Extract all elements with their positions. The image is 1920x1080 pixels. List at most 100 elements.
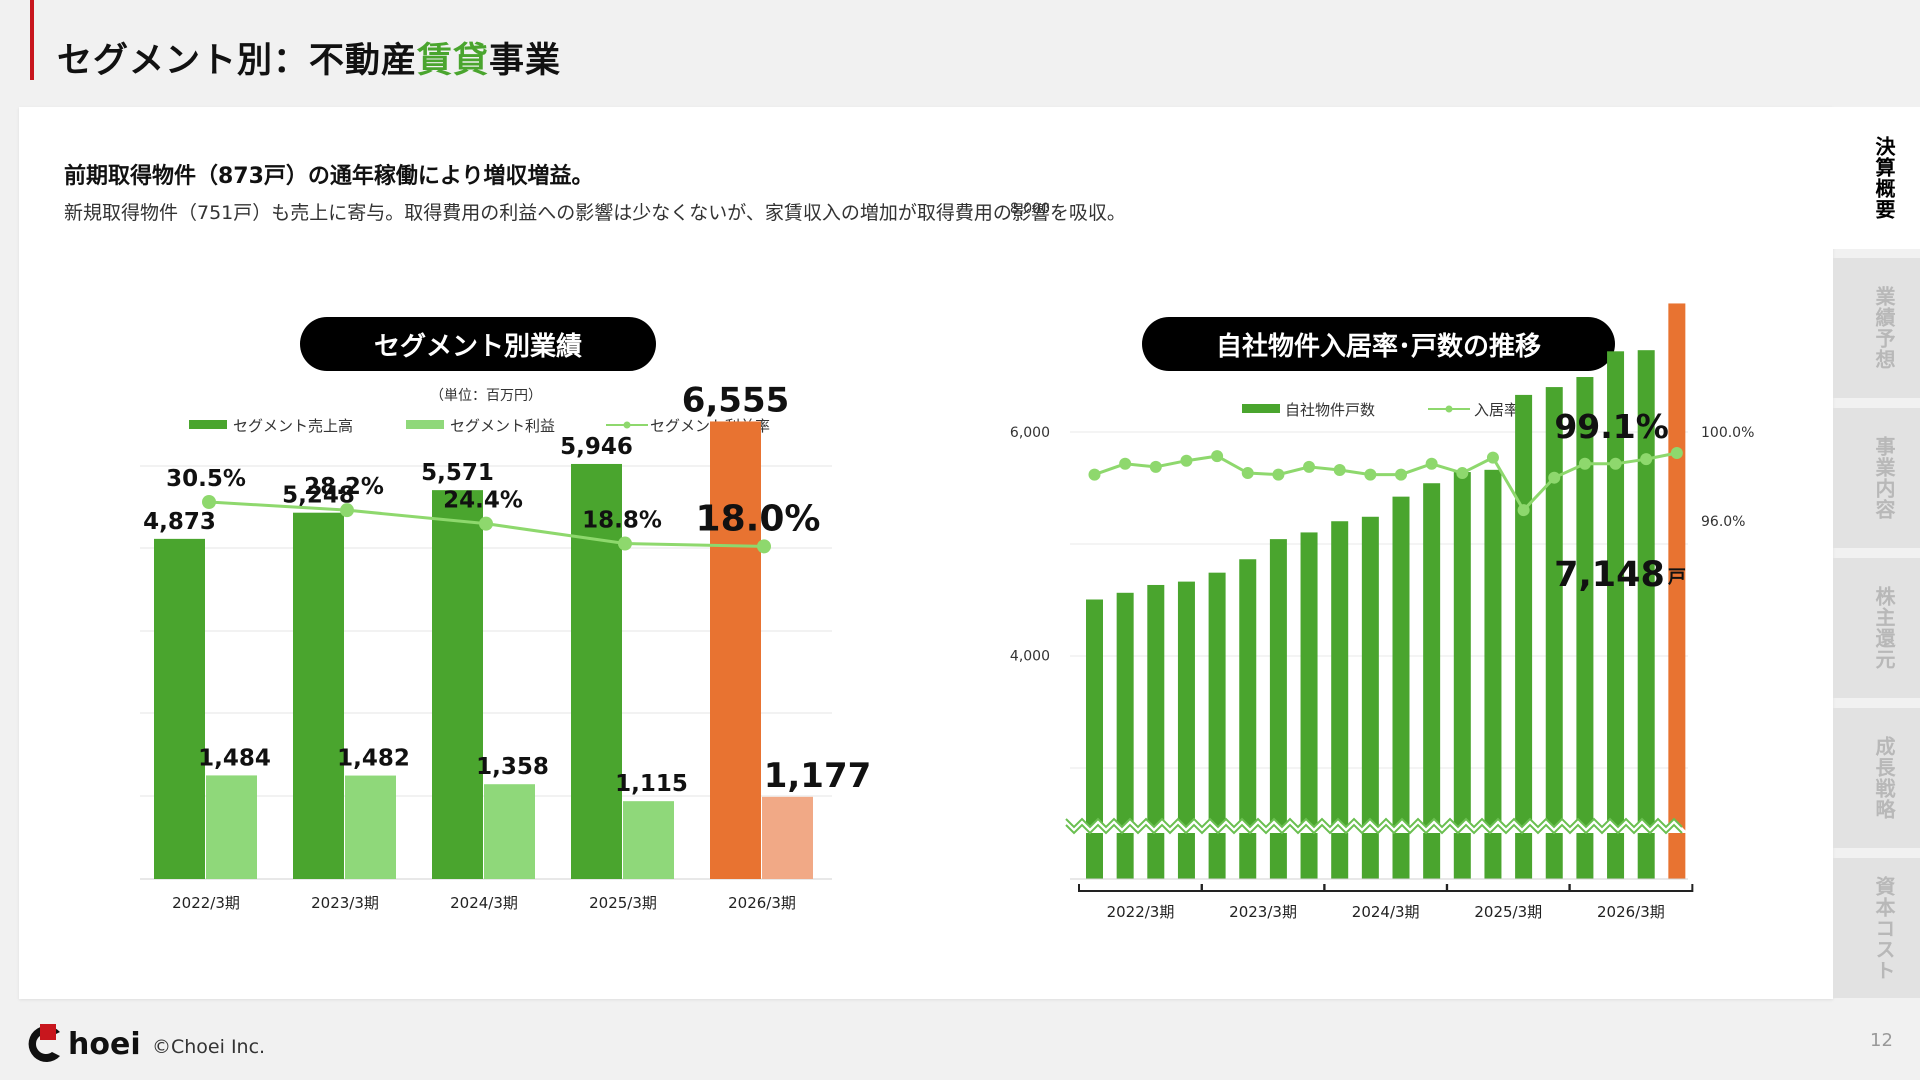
sales-label: 6,555 (682, 380, 790, 420)
bar-units (1300, 532, 1318, 879)
margin-label: 18.0% (696, 498, 821, 539)
legend-label: セグメント利益 (450, 417, 555, 435)
bar-units (1484, 469, 1502, 879)
occupancy-units-chart: 自社物件戸数 入居率 4,000 6,000 8,000 100.0% 96.0% 2022/… (1010, 201, 1754, 921)
year-bracket (1568, 884, 1694, 892)
profit-label: 1,177 (764, 756, 872, 796)
occupancy-point (1149, 460, 1162, 473)
occupancy-point (1211, 450, 1224, 463)
occupancy-point (1578, 457, 1591, 470)
bar-units (1361, 516, 1379, 879)
bar-profit (762, 796, 813, 879)
occupancy-point (1670, 447, 1683, 459)
profit-label: 1,358 (476, 754, 549, 780)
margin-point (340, 503, 354, 518)
bar-units (1147, 584, 1165, 879)
margin-label: 30.5% (166, 466, 246, 492)
year-bracket (1445, 884, 1571, 892)
legend-marker (623, 421, 631, 429)
bar-sales (571, 463, 622, 879)
occupancy-point (1364, 468, 1377, 481)
occupancy-point (1333, 463, 1346, 476)
bar-units (1116, 592, 1134, 879)
bar-profit (206, 775, 257, 879)
margin-point (479, 516, 493, 531)
occupancy-point (1486, 451, 1499, 464)
copyright: ©Choei Inc. (152, 1036, 266, 1058)
bar-units (1086, 599, 1103, 879)
year-bracket (1200, 884, 1326, 892)
margin-label: 28.2% (304, 474, 384, 500)
occupancy-point (1456, 467, 1469, 480)
category-label: 2022/3期 (172, 894, 240, 912)
logo-wordmark: hoei (68, 1026, 141, 1062)
side-nav: 決算概要 業績予想 事業内容 株主還元 成長戦略 資本コスト (1833, 107, 1920, 1007)
bar-units (1392, 496, 1410, 879)
bar-units (1576, 377, 1594, 879)
y2-tick-label: 96.0% (1701, 514, 1745, 530)
headline: 前期取得物件（873戸）の通年稼働により増収増益。 (64, 164, 594, 189)
legend-label: 入居率 (1474, 401, 1519, 419)
profit-label: 1,482 (337, 746, 410, 772)
side-tab-growth-strategy[interactable]: 成長戦略 (1833, 708, 1920, 848)
side-tab-summary[interactable]: 決算概要 (1833, 107, 1920, 249)
margin-point (757, 539, 771, 554)
bar-units (1545, 387, 1563, 879)
occupancy-point (1180, 454, 1193, 467)
bar-units (1515, 394, 1533, 879)
category-label: 2023/3期 (311, 894, 379, 912)
bar-units (1423, 483, 1441, 879)
bar-sales (432, 490, 483, 879)
unit-label: （単位：百万円） (430, 388, 542, 404)
bar-units (1637, 350, 1655, 879)
bar-units (1269, 539, 1287, 879)
legend-label: 自社物件戸数 (1285, 401, 1375, 419)
bar-units (1208, 572, 1226, 879)
bar-units (1331, 521, 1349, 879)
sales-label: 5,571 (421, 460, 494, 486)
subline: 新規取得物件（751戸）も売上に寄与。取得費用の利益への影響は少なくないが、家賃… (64, 202, 1126, 224)
side-tab-shareholder-return[interactable]: 株主還元 (1833, 558, 1920, 698)
y-tick-label: 4,000 (1010, 648, 1050, 664)
occupancy-point (1517, 504, 1530, 517)
occupancy-point (1548, 471, 1561, 484)
margin-label: 18.8% (582, 508, 662, 534)
category-label: 2026/3期 (728, 894, 796, 912)
occupancy-point (1241, 467, 1254, 480)
occupancy-point (1395, 468, 1407, 481)
category-label: 2022/3期 (1107, 903, 1175, 921)
category-label: 2024/3期 (450, 894, 518, 912)
margin-point (202, 495, 216, 509)
title-accent-bar (30, 0, 34, 80)
margin-label: 24.4% (443, 488, 523, 514)
bar-profit (345, 775, 396, 879)
y-tick-label: 8,000 (1010, 201, 1050, 217)
axis-break-line (1065, 817, 1683, 829)
axis-break-line (1065, 823, 1683, 835)
side-tab-forecast[interactable]: 業績予想 (1833, 258, 1920, 398)
last-units-unit: 戸 (1668, 567, 1686, 588)
legend-marker (1445, 405, 1453, 413)
category-label: 2023/3期 (1229, 903, 1297, 921)
bar-profit (623, 801, 674, 879)
occupancy-point (1640, 453, 1653, 466)
category-label: 2025/3期 (589, 894, 657, 912)
page-number: 12 (1870, 1030, 1893, 1051)
occupancy-point (1303, 460, 1316, 473)
right-chart-title: 自社物件入居率･戸数の推移 (1142, 317, 1615, 371)
side-tab-business[interactable]: 事業内容 (1833, 408, 1920, 548)
sales-label: 5,248 (282, 483, 355, 509)
year-bracket (1078, 884, 1203, 892)
bar-profit (484, 784, 535, 879)
last-rate-label: 99.1% (1554, 407, 1669, 446)
side-tab-cost-of-capital[interactable]: 資本コスト (1833, 858, 1920, 998)
bar-sales (710, 421, 761, 879)
legend-swatch (406, 420, 444, 429)
y-tick-label: 6,000 (1010, 425, 1050, 441)
category-label: 2024/3期 (1352, 903, 1420, 921)
year-bracket (1323, 884, 1449, 892)
bar-units (1239, 559, 1257, 879)
category-label: 2026/3期 (1597, 903, 1665, 921)
left-chart-title: セグメント別業績 (300, 317, 656, 371)
margin-point (618, 536, 632, 551)
